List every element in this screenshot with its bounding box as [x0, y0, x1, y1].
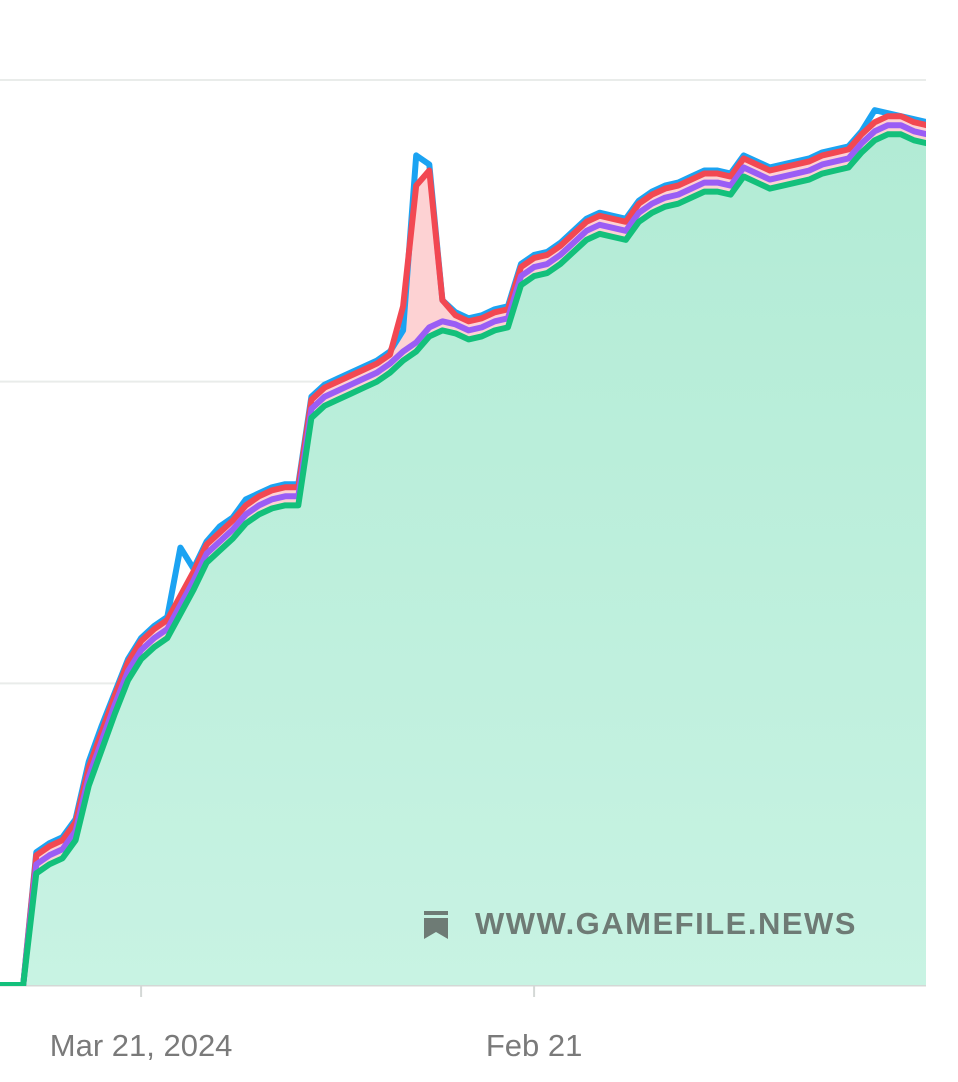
series-line: [0, 131, 926, 986]
area: [0, 134, 926, 985]
series-line: [0, 122, 926, 986]
watermark-text: WWW.GAMEFILE.NEWS: [475, 906, 857, 941]
watermark-icon: [424, 911, 448, 939]
x-axis: Mar 21, 2024 Feb 21: [50, 985, 583, 1063]
plot-area: [0, 107, 926, 986]
x-tick-label: Feb 21: [486, 1028, 583, 1063]
watermark: WWW.GAMEFILE.NEWS: [424, 906, 857, 941]
x-tick-label: Mar 21, 2024: [50, 1028, 233, 1063]
series-line: [0, 113, 926, 986]
